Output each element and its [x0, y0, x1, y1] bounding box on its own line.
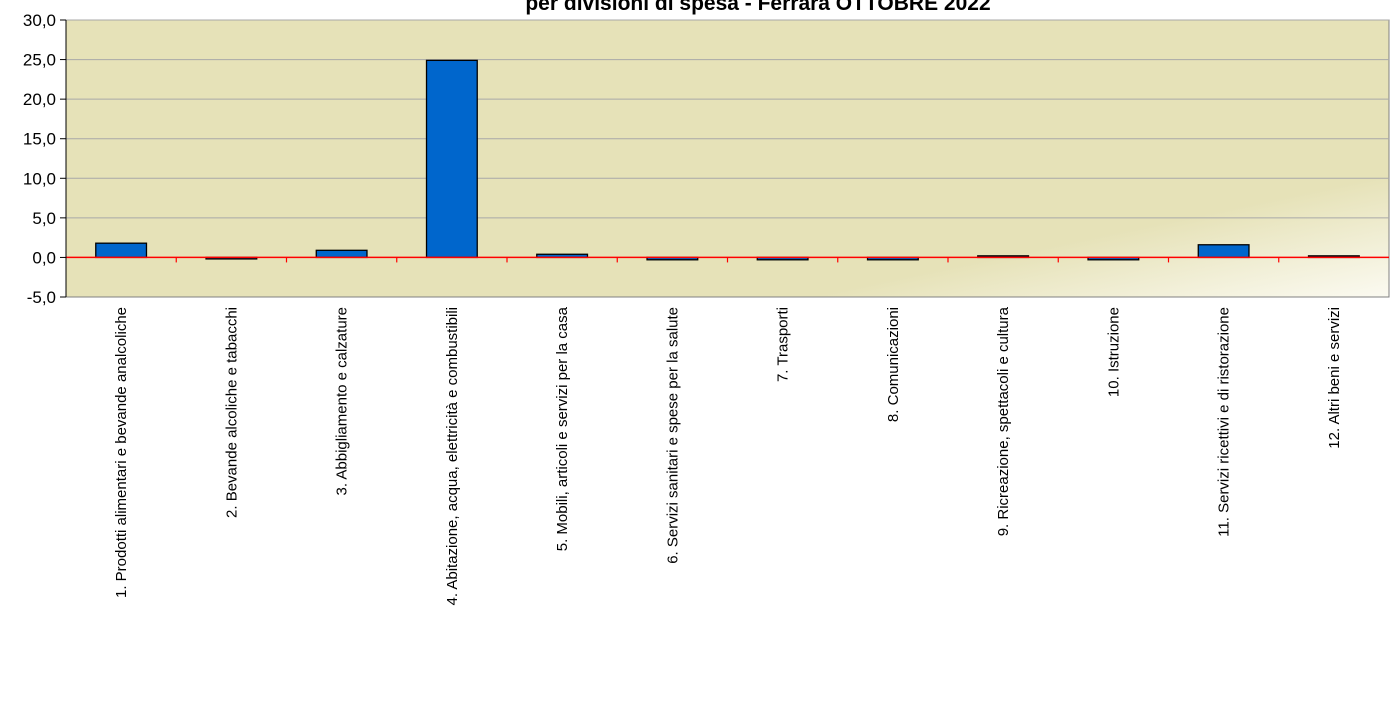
- x-tick-label: 3. Abbigliamento e calzature: [334, 307, 351, 495]
- y-tick-label: 0,0: [32, 248, 56, 267]
- x-tick-label: 4. Abitazione, acqua, elettricità e comb…: [444, 307, 461, 606]
- x-tick-label: 2. Bevande alcoliche e tabacchi: [223, 307, 240, 518]
- gridlines: [66, 19, 1389, 219]
- y-tick-label: 15,0: [23, 130, 56, 149]
- y-tick-label: 10,0: [23, 169, 56, 188]
- bar: [425, 59, 478, 259]
- x-tick-label: 6. Servizi sanitari e spese per la salut…: [664, 307, 681, 564]
- x-tick-label: 1. Prodotti alimentari e bevande analcol…: [113, 307, 130, 598]
- y-tick-label: 20,0: [23, 90, 56, 109]
- bar: [1197, 244, 1250, 259]
- y-tick-label: 30,0: [23, 11, 56, 30]
- y-tick-label: 25,0: [23, 51, 56, 70]
- x-tick-label: 11. Servizi ricettivi e di ristorazione: [1216, 307, 1233, 537]
- x-tick-label: 7. Trasporti: [775, 307, 792, 382]
- x-tick-label: 8. Comunicazioni: [885, 307, 902, 422]
- axes: [60, 19, 1280, 298]
- bar: [95, 242, 148, 259]
- x-tick-label: 9. Ricreazione, spettacoli e cultura: [995, 306, 1012, 536]
- y-tick-label: -5,0: [27, 288, 56, 307]
- bar: [315, 249, 368, 259]
- chart-title: per divisioni di spesa - Ferrara OTTOBRE…: [525, 0, 990, 15]
- x-tick-label: 10. Istruzione: [1105, 307, 1122, 397]
- x-tick-label: 12. Altri beni e servizi: [1326, 307, 1343, 449]
- x-tick-labels: 1. Prodotti alimentari e bevande analcol…: [113, 306, 1343, 605]
- x-tick-label: 5. Mobili, articoli e servizi per la cas…: [554, 306, 571, 551]
- y-tick-label: 5,0: [32, 209, 56, 228]
- plot-area: [65, 19, 1390, 298]
- y-tick-labels: 30,0 25,0 20,0 15,0 10,0 5,0 0,0 -5,0: [23, 11, 56, 307]
